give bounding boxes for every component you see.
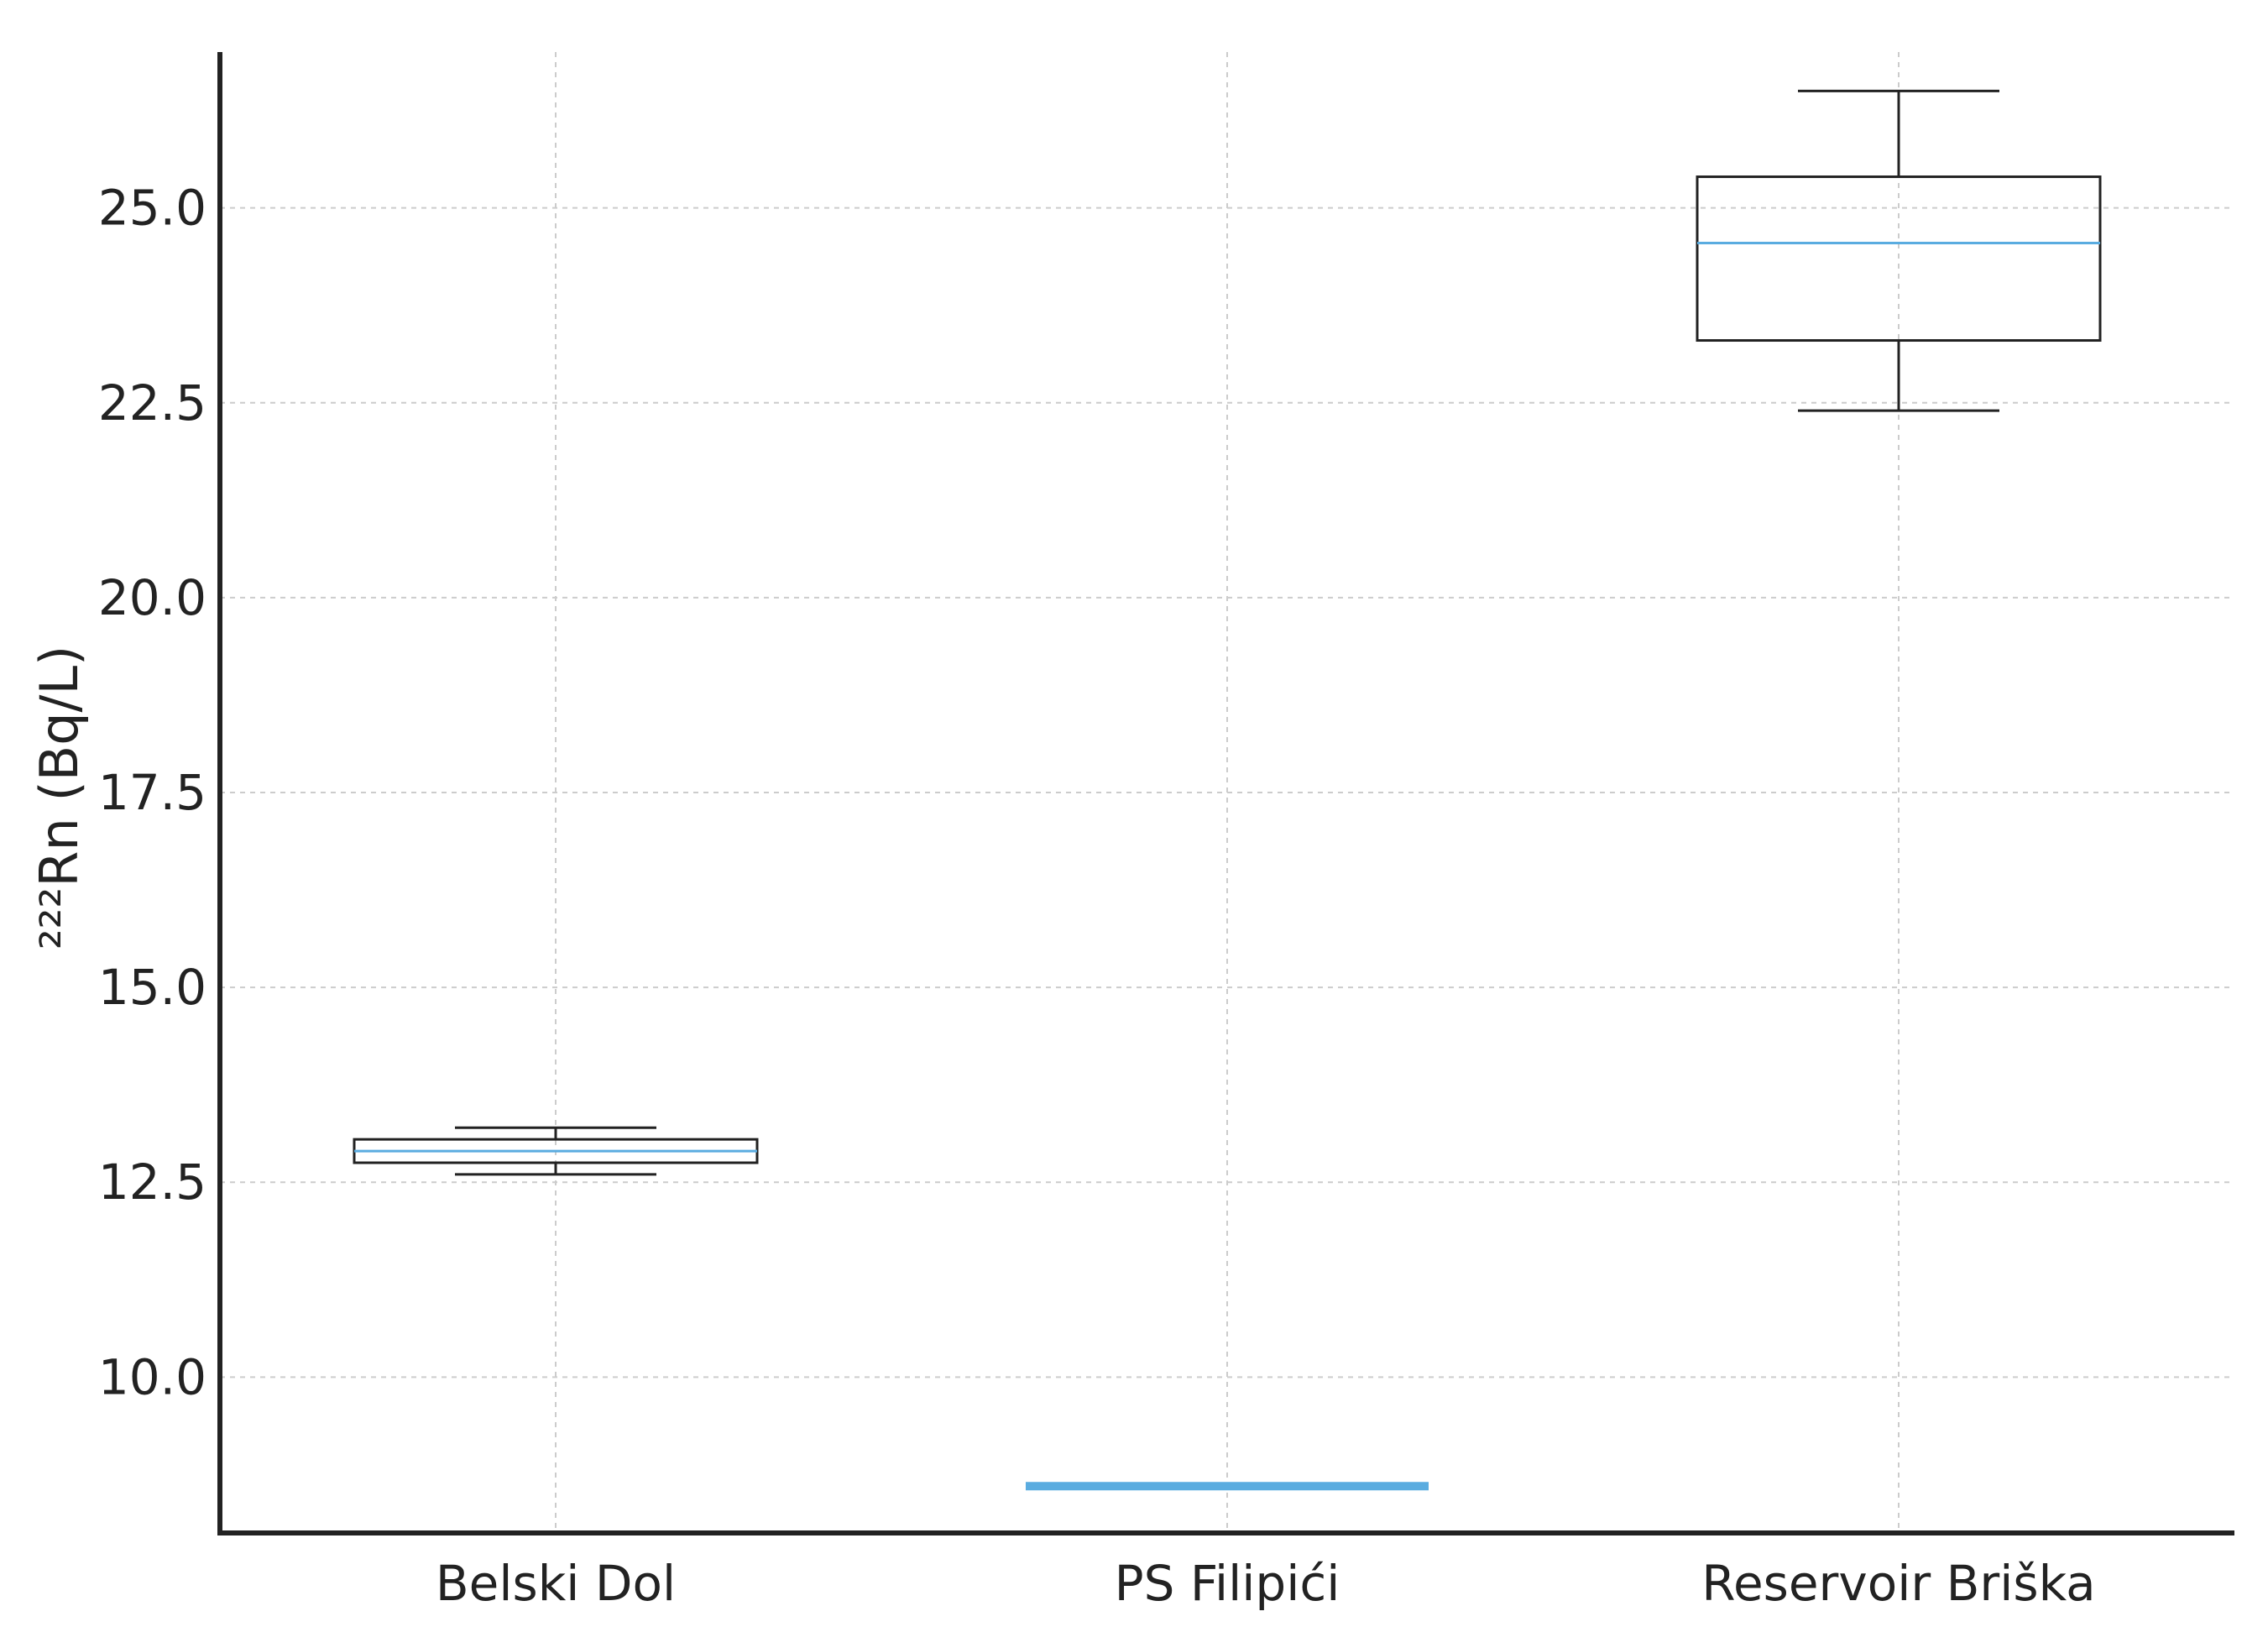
y-tick-label: 15.0 <box>98 959 206 1016</box>
axes <box>217 52 2234 1535</box>
x-tick-label: Belski Dol <box>436 1555 676 1612</box>
y-tick-label: 20.0 <box>98 569 206 626</box>
y-tick-labels: 10.0 12.5 15.0 17.5 20.0 22.5 25.0 <box>98 180 206 1406</box>
grid-lines <box>220 52 2234 1533</box>
x-tick-label: PS Filipići <box>1115 1555 1340 1612</box>
x-tick-labels: Belski Dol PS Filipići Reservoir Briška <box>436 1555 2096 1612</box>
y-tick-label: 10.0 <box>98 1348 206 1405</box>
y-tick-label: 17.5 <box>98 764 206 821</box>
box-group <box>1696 89 2102 412</box>
y-tick-label: 22.5 <box>98 374 206 432</box>
x-tick-label: Reservoir Briška <box>1701 1555 2095 1612</box>
y-tick-label: 25.0 <box>98 180 206 237</box>
y-axis-label: ²²²Rn (Bq/L) <box>29 646 90 950</box>
y-tick-label: 12.5 <box>98 1154 206 1211</box>
box-group <box>353 1126 759 1176</box>
box-rect <box>1696 175 2102 343</box>
box-series <box>353 89 2102 1491</box>
